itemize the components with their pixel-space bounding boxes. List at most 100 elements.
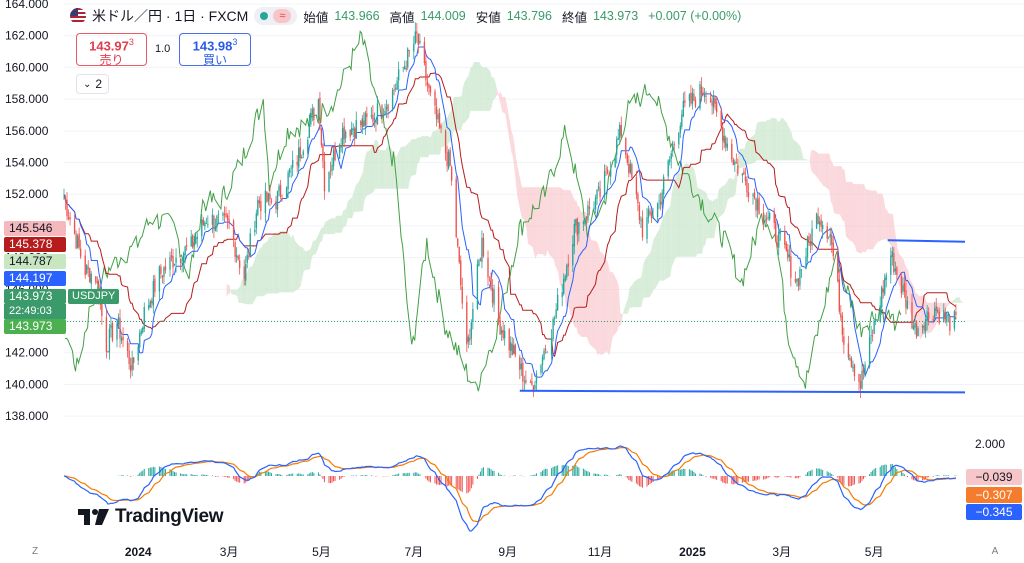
candle-body (603, 170, 606, 197)
candle-body (723, 135, 725, 144)
candle-body (787, 249, 789, 259)
cloud-segment (521, 187, 524, 219)
candle (743, 168, 745, 175)
candle (746, 176, 748, 198)
cloud-segment (897, 247, 899, 286)
candle (270, 198, 273, 205)
candle-body (949, 316, 951, 331)
candle-body (806, 237, 809, 258)
cloud-segment (388, 146, 391, 189)
candle-body (405, 68, 407, 70)
candle (567, 254, 569, 277)
candle-body (108, 328, 111, 353)
candle-body (328, 172, 330, 192)
candle-body (76, 235, 79, 249)
candle (794, 271, 797, 284)
candle-body (943, 309, 945, 322)
candle (608, 173, 610, 177)
candle-body (635, 177, 638, 195)
candle-body (372, 114, 374, 122)
candle (499, 312, 501, 335)
cloud-segment (385, 146, 388, 189)
cloud-segment (335, 215, 338, 233)
candle-body (87, 267, 89, 269)
cloud-segment (714, 199, 716, 239)
cloud-segment (630, 284, 633, 308)
cloud-segment (735, 165, 737, 195)
candle (488, 276, 491, 282)
candle (584, 217, 586, 226)
candle-body (319, 97, 321, 130)
cloud-segment (749, 137, 751, 165)
candle-body (499, 319, 501, 335)
candle (694, 96, 697, 109)
candle (281, 194, 283, 202)
cloud-segment (580, 211, 586, 337)
oscillator-tag: −0.039 (966, 469, 1022, 485)
candle-body (423, 41, 426, 64)
candle-body (172, 255, 174, 268)
candle-body (160, 266, 162, 274)
support-lines[interactable] (519, 239, 966, 394)
candle-body (276, 191, 279, 210)
candle (313, 106, 315, 127)
cloud-segment (238, 285, 241, 304)
cloud-segment (789, 129, 792, 161)
candle-body (915, 322, 918, 337)
candle-body (700, 85, 703, 95)
tradingview-logo[interactable]: TradingView (78, 506, 224, 528)
candle-body (631, 164, 633, 178)
cloud-segment (279, 231, 282, 293)
candle-body (340, 146, 342, 148)
candle-body (331, 164, 333, 172)
candle-body (332, 149, 335, 167)
candle-body (307, 139, 309, 153)
candle (234, 238, 236, 263)
cloud-segment (532, 187, 535, 254)
candle (955, 304, 957, 320)
candle-body (720, 110, 722, 127)
candle (148, 298, 150, 311)
cloud-segment (496, 85, 501, 105)
status-pill[interactable]: ≈ (254, 7, 298, 25)
macd-oscillator (63, 445, 957, 532)
candle (246, 250, 248, 269)
candle-body (232, 220, 235, 240)
candle (862, 364, 865, 380)
candle (396, 76, 398, 91)
candle (902, 277, 904, 295)
candle (370, 107, 373, 120)
price-tag: 143.973 (4, 289, 66, 304)
candle-body (893, 253, 895, 273)
candle-body (161, 276, 164, 278)
candle-body (352, 128, 354, 131)
cloud-segment (643, 260, 645, 299)
zoom-corner-button[interactable]: Z (31, 546, 39, 557)
candle (688, 92, 691, 108)
cloud-segment (824, 153, 830, 191)
buy-button[interactable]: 143.983 買い (179, 33, 251, 67)
candle (391, 87, 394, 112)
ichimoku-cloud (226, 61, 963, 356)
candle (394, 83, 397, 92)
cloud-segment (490, 70, 492, 111)
candle (458, 246, 460, 264)
cloud-segment (459, 96, 462, 131)
sell-button[interactable]: 143.973 売り (76, 33, 147, 67)
x-tick-label: 5月 (865, 545, 884, 559)
cloud-segment (471, 62, 474, 111)
candle (879, 296, 881, 323)
symbol-title[interactable]: 米ドル／円 · 1日 · FXCM (92, 8, 249, 24)
cloud-segment (723, 184, 725, 214)
candle (249, 228, 251, 257)
candle (437, 109, 439, 124)
open-label: 始値 (303, 10, 329, 25)
candle-body (905, 290, 907, 308)
auto-scale-button[interactable]: A (991, 546, 999, 557)
indicators-toggle-button[interactable]: ⌄ 2 (76, 74, 109, 94)
cloud-segment (526, 187, 528, 244)
market-open-dot-icon (260, 12, 269, 20)
candle-body (767, 216, 769, 219)
cloud-segment (776, 118, 778, 161)
